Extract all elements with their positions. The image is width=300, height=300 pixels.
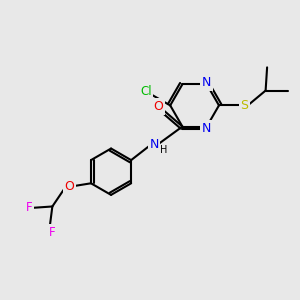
Text: F: F [26,202,33,214]
Text: N: N [202,76,212,89]
Text: O: O [64,180,74,193]
Text: N: N [202,122,212,134]
Text: S: S [240,99,248,112]
Text: N: N [149,139,159,152]
Text: O: O [154,100,164,113]
Text: Cl: Cl [140,85,152,98]
Text: H: H [160,145,167,155]
Text: F: F [48,226,55,238]
